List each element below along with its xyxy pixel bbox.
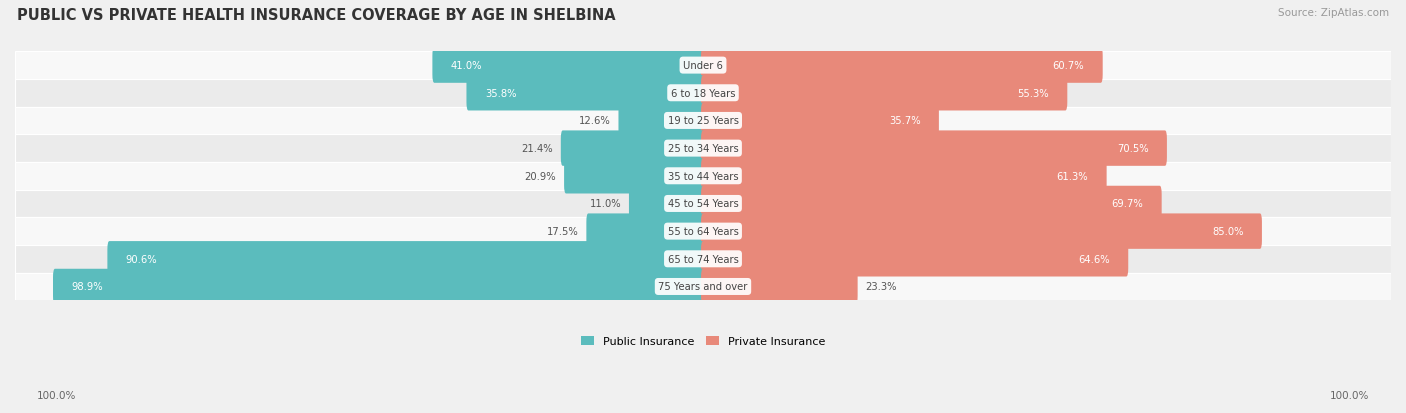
FancyBboxPatch shape [702,159,1107,194]
Text: 61.3%: 61.3% [1057,171,1088,181]
Text: 70.5%: 70.5% [1116,144,1149,154]
Bar [15,135,1391,163]
Text: 35.8%: 35.8% [485,88,516,99]
Text: 6 to 18 Years: 6 to 18 Years [671,88,735,99]
Text: 11.0%: 11.0% [589,199,621,209]
FancyBboxPatch shape [107,242,704,277]
FancyBboxPatch shape [702,242,1128,277]
Text: 60.7%: 60.7% [1053,61,1084,71]
FancyBboxPatch shape [467,76,704,111]
Text: Source: ZipAtlas.com: Source: ZipAtlas.com [1278,8,1389,18]
Text: 12.6%: 12.6% [579,116,610,126]
Text: 64.6%: 64.6% [1078,254,1109,264]
FancyBboxPatch shape [702,131,1167,166]
Bar [15,163,1391,190]
Text: 55.3%: 55.3% [1018,88,1049,99]
Text: 23.3%: 23.3% [866,282,897,292]
Bar [15,190,1391,218]
Text: PUBLIC VS PRIVATE HEALTH INSURANCE COVERAGE BY AGE IN SHELBINA: PUBLIC VS PRIVATE HEALTH INSURANCE COVER… [17,8,616,23]
Text: 100.0%: 100.0% [37,390,76,400]
FancyBboxPatch shape [702,48,1102,83]
FancyBboxPatch shape [702,186,1161,222]
Text: 75 Years and over: 75 Years and over [658,282,748,292]
Bar [15,52,1391,80]
Text: 85.0%: 85.0% [1212,227,1243,237]
FancyBboxPatch shape [433,48,704,83]
FancyBboxPatch shape [702,214,1263,249]
FancyBboxPatch shape [586,214,704,249]
Bar [15,80,1391,107]
Bar [15,218,1391,245]
FancyBboxPatch shape [564,159,704,194]
Text: 41.0%: 41.0% [451,61,482,71]
FancyBboxPatch shape [702,76,1067,111]
Text: 25 to 34 Years: 25 to 34 Years [668,144,738,154]
Text: 55 to 64 Years: 55 to 64 Years [668,227,738,237]
FancyBboxPatch shape [53,269,704,304]
FancyBboxPatch shape [561,131,704,166]
Text: Under 6: Under 6 [683,61,723,71]
Bar [15,273,1391,301]
FancyBboxPatch shape [628,186,704,222]
Text: 35.7%: 35.7% [889,116,921,126]
Text: 19 to 25 Years: 19 to 25 Years [668,116,738,126]
Text: 90.6%: 90.6% [125,254,157,264]
Legend: Public Insurance, Private Insurance: Public Insurance, Private Insurance [578,332,828,350]
Text: 45 to 54 Years: 45 to 54 Years [668,199,738,209]
Text: 98.9%: 98.9% [72,282,103,292]
Text: 21.4%: 21.4% [522,144,553,154]
Text: 20.9%: 20.9% [524,171,557,181]
FancyBboxPatch shape [702,269,858,304]
Text: 69.7%: 69.7% [1112,199,1143,209]
Text: 17.5%: 17.5% [547,227,578,237]
Text: 65 to 74 Years: 65 to 74 Years [668,254,738,264]
Text: 100.0%: 100.0% [1330,390,1369,400]
Bar [15,245,1391,273]
Bar [15,107,1391,135]
FancyBboxPatch shape [702,104,939,139]
Text: 35 to 44 Years: 35 to 44 Years [668,171,738,181]
FancyBboxPatch shape [619,104,704,139]
